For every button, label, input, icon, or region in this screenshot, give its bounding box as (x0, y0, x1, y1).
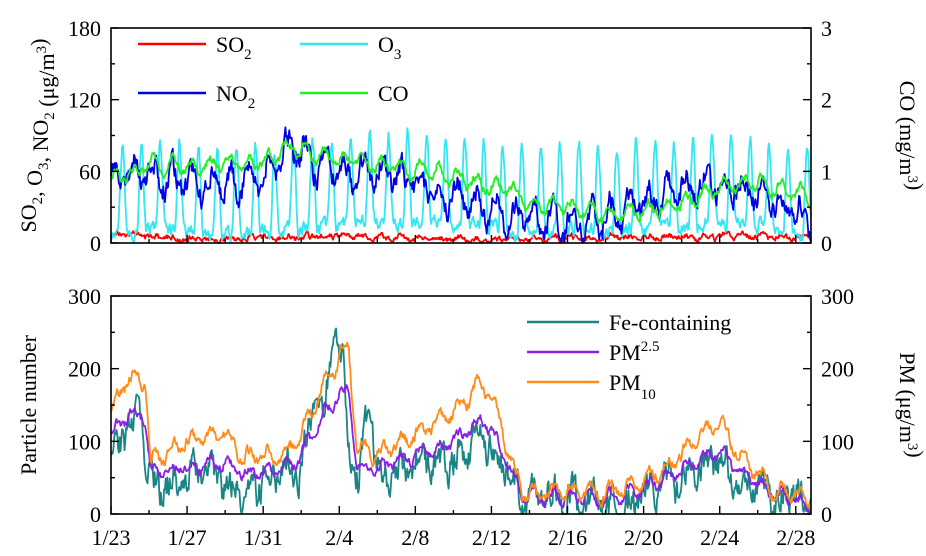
x-tick-label: 1/23 (91, 525, 130, 550)
y-axis-title-right: CO (mg/m3) (895, 81, 926, 191)
series-line-co (110, 139, 811, 225)
y-tick-label-right: 0 (821, 231, 832, 256)
x-tick-label: 2/16 (548, 525, 587, 550)
x-tick-label: 2/20 (624, 525, 663, 550)
series-line-pm10 (110, 341, 812, 511)
x-tick-label: 2/4 (325, 525, 353, 550)
x-axis: 1/23 1/27 1/31 2/4 2/8 2/12 2/16 2/20 2/24 2/28 (91, 525, 815, 550)
y-tick-label-right: 300 (821, 284, 854, 309)
y-tick-label-right: 100 (821, 429, 854, 454)
y-axis-title-right: PM (μg/m3) (895, 352, 926, 457)
y-tick-label-right: 1 (821, 159, 832, 184)
legend-label: Fe-containing (609, 310, 731, 335)
y-axis-title-left: Particle number (16, 334, 41, 475)
y-tick-label-left: 300 (68, 284, 101, 309)
series-line-o3 (110, 127, 812, 244)
series-line-pm2-5 (110, 384, 812, 514)
legend-label: O3 (378, 32, 401, 63)
y-tick-label-left: 120 (68, 88, 101, 113)
x-tick-label: 1/27 (168, 525, 207, 550)
y-tick-label-right: 0 (821, 502, 832, 527)
top-panel: 0 60 120 180 0 1 2 3 SO2, O3, NO2 (μg/m3) CO (mg/… (16, 16, 926, 256)
legend-label: SO2 (216, 32, 252, 63)
y-tick-label-left: 0 (90, 502, 101, 527)
y-axis-title-left: SO2, O3, NO2 (μg/m3) (16, 39, 59, 233)
series-line-so2 (110, 229, 812, 244)
legend-label: NO2 (216, 81, 255, 112)
y-tick-label-right: 2 (821, 88, 832, 113)
legend-label: PM10 (609, 370, 656, 403)
series-line-fe-containing (110, 327, 812, 515)
x-tick-label: 2/28 (776, 525, 815, 550)
y-tick-label-left: 180 (68, 16, 101, 41)
legend-label: CO (378, 81, 409, 106)
bottom-panel: 0 100 200 300 0 100 200 300 Particle number PM (μ… (16, 284, 926, 527)
x-tick-label: 1/31 (244, 525, 283, 550)
legend-label: PM2.5 (609, 339, 660, 365)
x-tick-label: 2/12 (472, 525, 511, 550)
y-tick-label-left: 100 (68, 429, 101, 454)
series-line-no2 (110, 126, 812, 244)
y-tick-label-left: 200 (68, 357, 101, 382)
y-tick-label-right: 200 (821, 357, 854, 382)
y-tick-label-left: 0 (90, 231, 101, 256)
x-tick-label: 2/24 (700, 525, 739, 550)
y-tick-label-right: 3 (821, 16, 832, 41)
y-tick-label-left: 60 (79, 159, 101, 184)
x-tick-label: 2/8 (401, 525, 429, 550)
